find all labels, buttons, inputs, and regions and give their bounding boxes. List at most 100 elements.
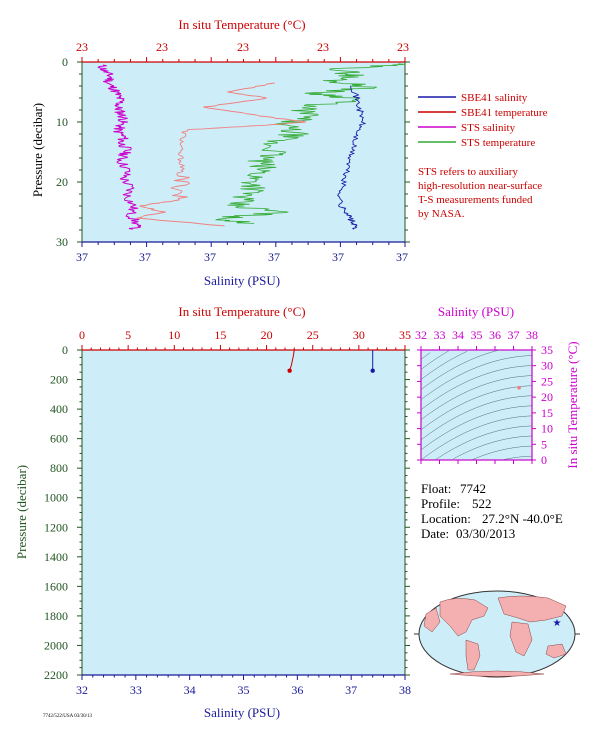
float-info: Float: 7742 Profile: 522 Location: 27.2°… [421, 481, 563, 541]
top-axis-ticks [77, 57, 410, 247]
ts-panel: Salinity (PSU) 32 33 34 35 36 37 38 0 510 15 20 25… [415, 304, 580, 469]
ts-temp-tick-label: 20 [541, 390, 553, 404]
density-contour [420, 405, 533, 451]
density-contour [420, 395, 533, 441]
bottom-sal-tick-label: 38 [399, 683, 411, 697]
ts-plot-area [420, 349, 533, 461]
temperature-trace-light-red [136, 82, 307, 227]
map-land-eurasia [497, 595, 567, 623]
top-panel: In situ Temperature (°C) 23 23 23 23 23 … [30, 17, 410, 288]
legend-label: STS salinity [461, 122, 516, 134]
float-label: Float: [421, 481, 451, 496]
bottom-temp-tick-label: 15 [214, 328, 226, 342]
bottom-sal-tick-label: 35 [238, 683, 250, 697]
ts-temp-tick-label: 5 [541, 437, 547, 451]
ts-sal-tick-label: 37 [508, 328, 520, 342]
bottom-sal-tick-label: 36 [291, 683, 303, 697]
ts-sal-tick-label: 32 [415, 328, 427, 342]
bottom-pressure-axis-label: Pressure (decibar) [14, 465, 29, 559]
top-temp-tick-labels: 23 23 23 23 23 [76, 40, 409, 54]
sbe41-temperature-line [289, 349, 295, 371]
bottom-pressure-tick-label: 1000 [44, 491, 68, 505]
legend-note-line: high-resolution near-surface [418, 180, 542, 192]
top-pressure-tick-label: 20 [56, 175, 68, 189]
density-contour [434, 425, 533, 461]
bottom-traces [287, 349, 375, 373]
map-land-south-america [465, 639, 481, 671]
top-pressure-tick-label: 0 [62, 55, 68, 69]
legend-label: STS temperature [461, 137, 535, 149]
top-sal-tick-label: 37 [139, 250, 151, 264]
density-contour [420, 349, 500, 390]
map-land-north-america [439, 598, 489, 637]
density-contour [420, 351, 468, 380]
top-sal-tick-label: 37 [204, 250, 216, 264]
top-temp-tick-label: 23 [237, 40, 249, 54]
top-sal-tick-label: 37 [76, 250, 88, 264]
ts-sal-tick-label: 38 [526, 328, 538, 342]
density-contour [420, 350, 449, 370]
top-temp-tick-label: 23 [317, 40, 329, 54]
ts-temp-tick-label: 30 [541, 359, 553, 373]
density-contour [420, 415, 533, 461]
top-sal-tick-labels: 37 37 37 37 37 37 [76, 250, 408, 264]
date-label: Date: [421, 526, 449, 541]
legend-note-line: T-S measurements funded [418, 194, 533, 206]
ts-temp-tick-label: 35 [541, 343, 553, 357]
bottom-temp-tick-label: 20 [261, 328, 273, 342]
bottom-pressure-tick-label: 0 [62, 343, 68, 357]
density-contour [453, 435, 533, 460]
figure-footer-label: 7742/522/USA 03/30/13 [43, 714, 93, 719]
location-value: 27.2°N -40.0°E [482, 511, 563, 526]
top-traces [97, 63, 406, 230]
bottom-pressure-tick-label: 1200 [44, 520, 68, 534]
ts-sal-tick-label: 34 [452, 328, 464, 342]
bottom-sal-tick-label: 37 [345, 683, 357, 697]
bottom-temp-tick-labels: 0 5 10 15 20 25 30 35 [79, 328, 411, 342]
ts-temp-tick-label: 0 [541, 453, 547, 467]
float-location-marker: ★ [553, 618, 562, 629]
location-label: Location: [421, 511, 471, 526]
bottom-plot-area [81, 349, 406, 676]
world-map: ★ [414, 590, 580, 678]
legend-label: SBE41 temperature [461, 107, 548, 119]
top-pressure-tick-labels: 0 10 20 30 [56, 55, 68, 249]
top-temp-axis-label: In situ Temperature (°C) [178, 17, 305, 32]
sbe41-salinity-point [370, 368, 375, 373]
bottom-temp-tick-label: 0 [79, 328, 85, 342]
ts-sal-tick-label: 36 [489, 328, 501, 342]
bottom-pressure-tick-label: 400 [50, 402, 68, 416]
sbe41-salinity-trace [337, 85, 366, 230]
density-contour [420, 365, 533, 410]
bottom-temp-tick-label: 30 [353, 328, 365, 342]
bottom-sal-tick-label: 32 [76, 683, 88, 697]
top-sal-tick-label: 37 [396, 250, 408, 264]
bottom-temp-axis-label: In situ Temperature (°C) [178, 304, 305, 319]
bottom-sal-axis-label: Salinity (PSU) [204, 705, 280, 720]
legend-note-line: by NASA. [418, 208, 465, 220]
bottom-pressure-tick-label: 600 [50, 432, 68, 446]
top-pressure-axis-label: Pressure (decibar) [30, 103, 45, 197]
map-land-africa [509, 621, 533, 657]
top-temp-tick-label: 23 [156, 40, 168, 54]
ts-sal-tick-label: 33 [434, 328, 446, 342]
top-temp-tick-label: 23 [76, 40, 88, 54]
ts-points [517, 385, 521, 390]
top-sal-tick-label: 37 [332, 250, 344, 264]
ts-point [517, 385, 521, 390]
density-contour [420, 385, 533, 431]
bottom-pressure-tick-labels: 0 200 400 600 800 1000 1200 1400 1600 1800 2000 220… [44, 343, 68, 682]
sts-temperature-trace [215, 63, 406, 224]
ts-density-contours [420, 349, 533, 461]
ts-temp-axis-label: In situ Temperature (°C) [565, 341, 580, 468]
top-pressure-tick-label: 10 [56, 115, 68, 129]
bottom-pressure-tick-label: 800 [50, 461, 68, 475]
ts-sal-tick-label: 35 [471, 328, 483, 342]
bottom-temp-tick-label: 5 [125, 328, 131, 342]
bottom-sal-tick-label: 34 [184, 683, 196, 697]
map-land-west-pacific [423, 607, 441, 633]
ts-temp-tick-label: 10 [541, 422, 553, 436]
sts-salinity-trace [97, 64, 142, 230]
